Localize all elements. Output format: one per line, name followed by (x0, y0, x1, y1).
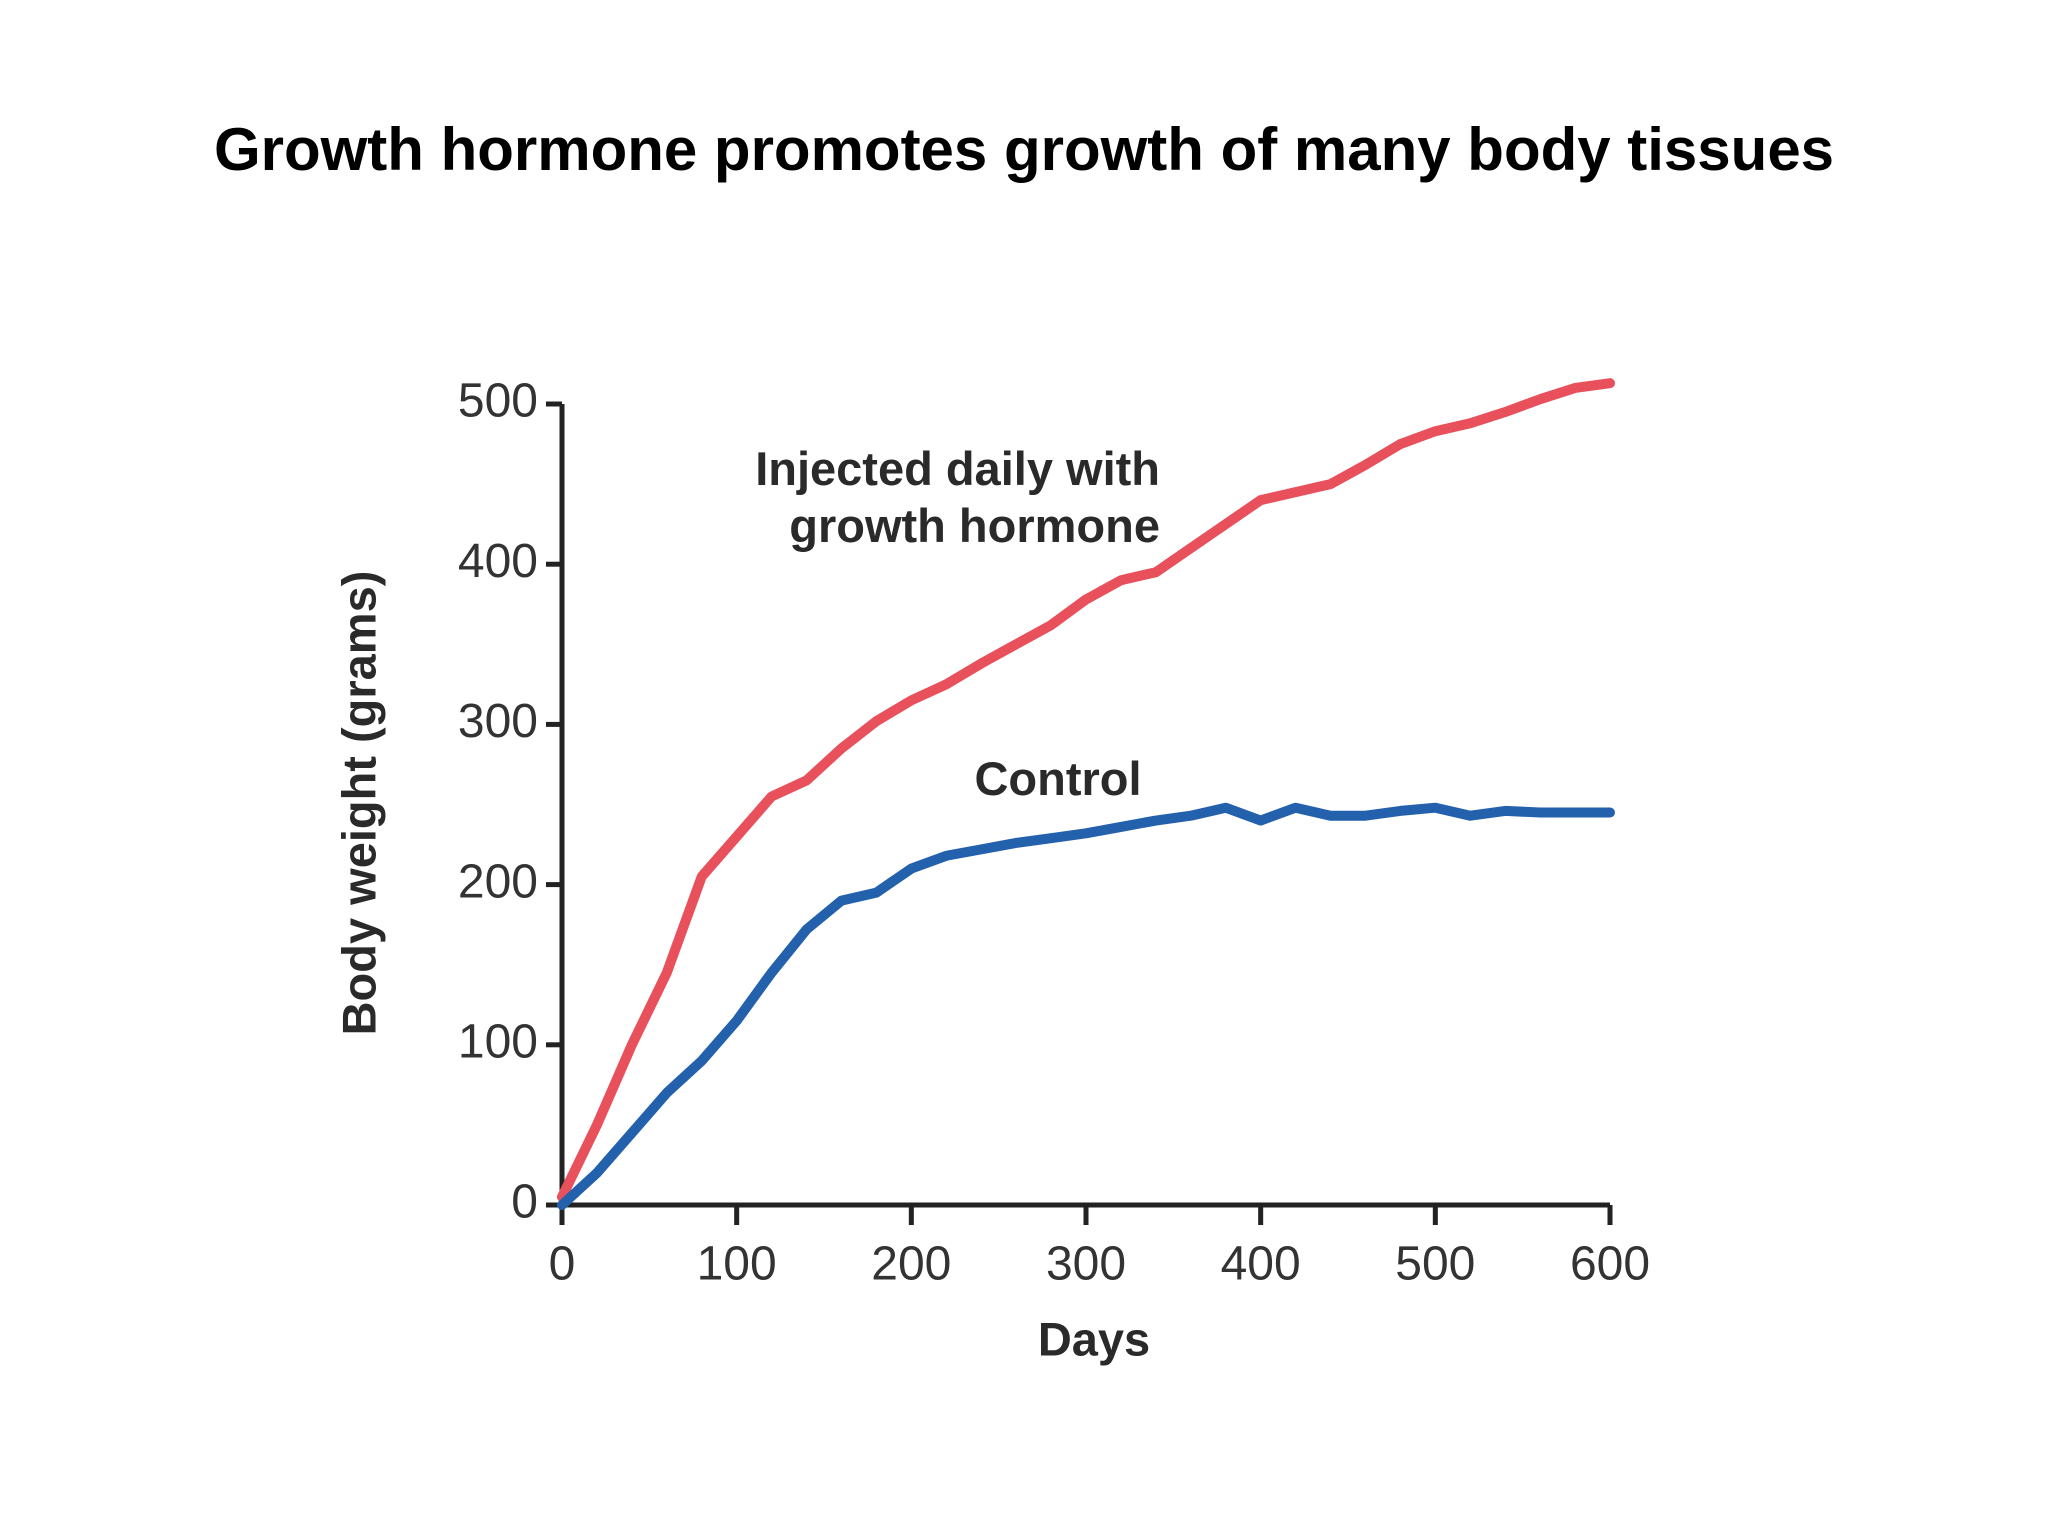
y-tick-label: 100 (458, 1015, 538, 1068)
series-label: Injected daily with growth hormone (755, 442, 1160, 552)
y-tick-label: 400 (458, 535, 538, 588)
x-tick-label: 100 (697, 1238, 777, 1291)
x-tick-label: 400 (1221, 1238, 1301, 1291)
x-tick-label: 0 (549, 1238, 576, 1291)
y-tick-label: 300 (458, 695, 538, 748)
x-tick-label: 200 (871, 1238, 951, 1291)
x-tick-label: 300 (1046, 1238, 1126, 1291)
x-axis-label: Days (1038, 1312, 1150, 1365)
data-line (557, 802, 1615, 1210)
y-axis-label: Body weight (grams) (332, 571, 385, 1036)
chart-title: Growth hormone promotes growth of many b… (213, 116, 1835, 183)
y-tick-label: 200 (458, 855, 538, 908)
x-tick-label: 600 (1570, 1238, 1650, 1291)
series-label: Control (974, 752, 1142, 805)
x-tick-label: 500 (1395, 1238, 1475, 1291)
data-line (557, 378, 1615, 1202)
y-tick-label: 500 (458, 375, 538, 428)
y-tick-label: 0 (511, 1176, 538, 1229)
